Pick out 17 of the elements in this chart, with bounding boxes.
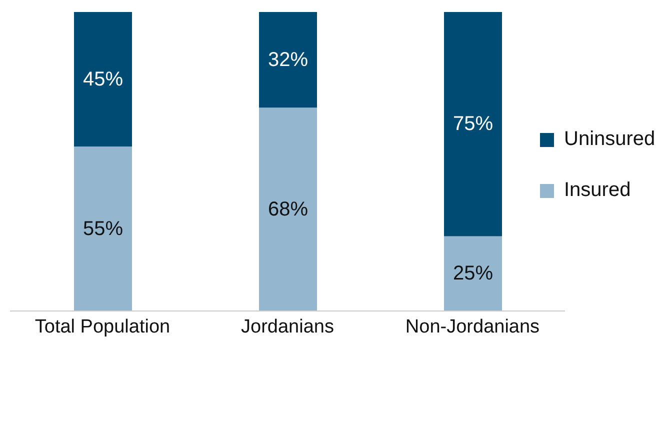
data-label: 45% xyxy=(82,68,124,90)
data-label: 32% xyxy=(268,48,308,71)
bar xyxy=(444,12,502,236)
bar xyxy=(259,108,317,311)
data-label: 55% xyxy=(82,218,124,240)
bar xyxy=(74,146,132,311)
x-tick-label: Jordanians xyxy=(241,316,334,338)
bar xyxy=(74,12,132,147)
bar xyxy=(444,236,502,311)
x-tick-label: Total Population xyxy=(34,316,170,338)
data-label: 25% xyxy=(452,262,494,285)
data-label: 75% xyxy=(452,113,494,136)
bar xyxy=(259,12,317,108)
x-tick-label: Non-Jordanians xyxy=(405,316,540,338)
data-label: 68% xyxy=(268,198,308,220)
legend-label: Insured xyxy=(564,179,631,202)
legend-label: Uninsured xyxy=(564,128,656,151)
